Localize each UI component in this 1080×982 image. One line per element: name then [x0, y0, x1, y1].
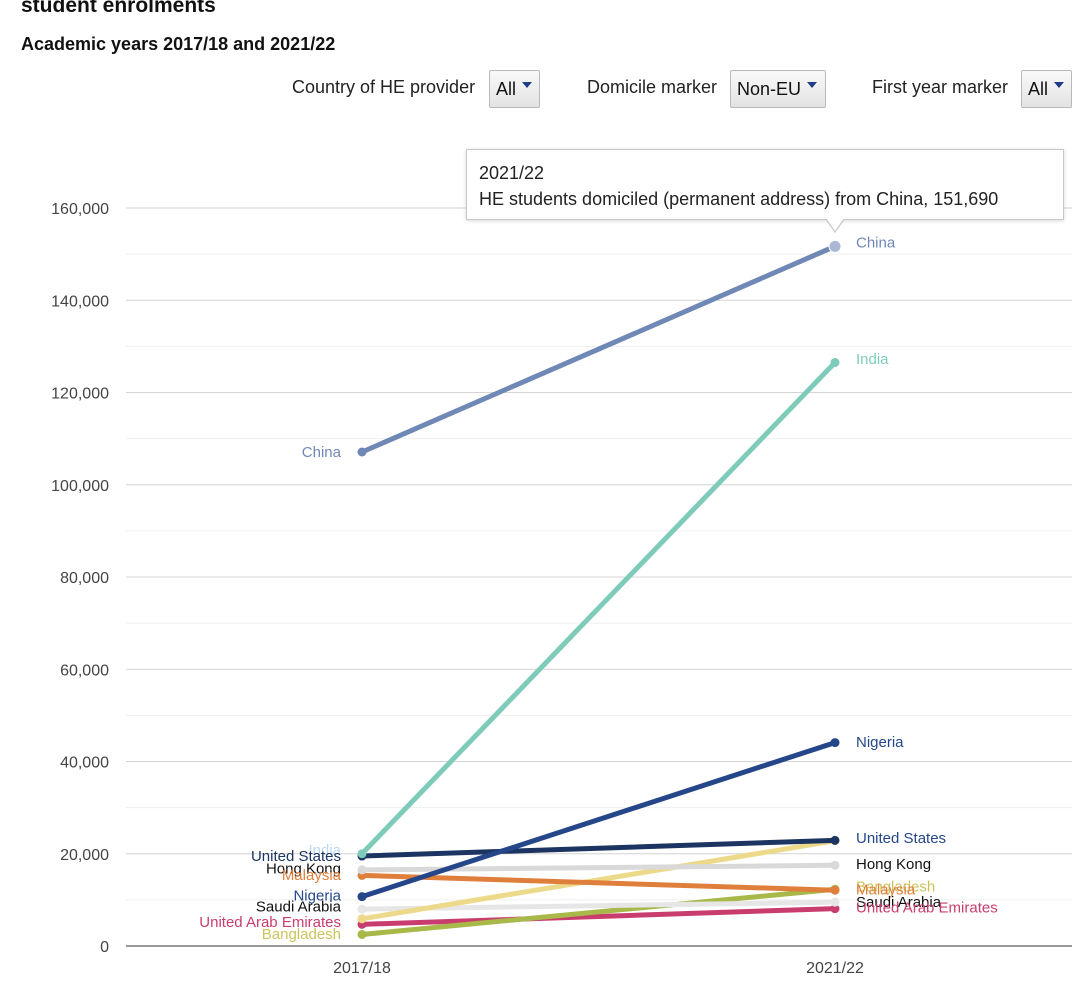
series-end-label: India: [308, 842, 341, 859]
x-tick-label: 2017/18: [333, 960, 391, 977]
y-tick-label: 100,000: [51, 478, 109, 495]
series-line-hong-kong: [359, 862, 838, 873]
series-end-label: China: [856, 235, 896, 252]
series-line-nigeria: [359, 740, 838, 900]
series-end-label: United Arab Emirates: [199, 914, 341, 931]
chevron-down-icon: [807, 82, 818, 88]
series-end-label: Nigeria: [293, 888, 341, 905]
data-point-united-states: [830, 835, 840, 845]
series-line-india: [359, 360, 838, 857]
provider-dropdown-value: All: [496, 78, 517, 99]
series-end-label: Nigeria: [856, 734, 904, 751]
first-year-dropdown[interactable]: All: [1021, 70, 1072, 108]
series-end-label: India: [856, 351, 889, 368]
data-point-hong-kong: [357, 865, 367, 875]
y-tick-label: 20,000: [60, 847, 109, 864]
data-point-india: [830, 358, 840, 368]
tooltip-text: HE students domiciled (permanent address…: [479, 189, 999, 209]
data-point-saudi-arabia: [830, 897, 840, 907]
chart-title: student enrolments: [21, 0, 216, 17]
y-tick-label: 160,000: [51, 201, 109, 218]
data-point-india: [357, 849, 367, 859]
y-tick-label: 40,000: [60, 755, 109, 772]
tooltip-pointer-inner: [826, 218, 844, 231]
y-tick-label: 80,000: [60, 570, 109, 587]
series-end-label: United Arab Emirates: [856, 900, 998, 917]
series-line-china: [359, 243, 838, 455]
y-tick-label: 60,000: [60, 662, 109, 679]
data-point-hong-kong: [830, 860, 840, 870]
chevron-down-icon: [522, 82, 533, 88]
series-line-pakistan: [359, 838, 838, 922]
y-tick-label: 120,000: [51, 386, 109, 403]
series-line-malaysia: [359, 872, 838, 893]
series-end-label: Bangladesh: [856, 878, 935, 895]
provider-dropdown[interactable]: All: [489, 70, 540, 108]
tooltip-year: 2021/22: [479, 163, 545, 183]
domicile-dropdown[interactable]: Non-EU: [730, 70, 826, 108]
series-end-label: China: [302, 444, 342, 461]
series-line-bangladesh: [359, 886, 838, 937]
series-end-label: Saudi Arabia: [856, 894, 942, 911]
first-year-dropdown-value: All: [1028, 78, 1049, 99]
data-point-united-arab-emirates: [830, 904, 840, 914]
series-end-label: Bangladesh: [262, 926, 341, 943]
data-point-pakistan: [357, 914, 367, 924]
data-point-malaysia: [830, 885, 840, 895]
chevron-down-icon: [1054, 82, 1065, 88]
series-line-united-arab-emirates: [359, 906, 838, 927]
tooltip: 2021/22 HE students domiciled (permanent…: [466, 149, 1064, 220]
series-line-united-states: [359, 837, 838, 859]
series-end-label: United States: [856, 830, 946, 847]
filter-label-provider: Country of HE provider: [292, 77, 476, 97]
series-end-label: Hong Kong: [266, 861, 341, 878]
series-end-label: Malaysia: [856, 881, 916, 898]
data-point-nigeria: [357, 892, 367, 902]
y-tick-label: 0: [100, 939, 109, 956]
series-end-label: Saudi Arabia: [256, 898, 342, 915]
highlighted-point: [828, 239, 842, 253]
filter-label-domicile: Domicile marker: [587, 77, 718, 97]
data-point-nigeria: [830, 738, 840, 748]
y-tick-label: 140,000: [51, 293, 109, 310]
series-end-label: United States: [251, 848, 341, 865]
data-point-bangladesh: [357, 929, 367, 939]
x-tick-label: 2021/22: [806, 960, 864, 977]
data-point-saudi-arabia: [357, 904, 367, 914]
domicile-dropdown-value: Non-EU: [737, 78, 802, 99]
chart-subtitle: Academic years 2017/18 and 2021/22: [21, 34, 336, 54]
filter-label-first-year: First year marker: [872, 77, 1009, 97]
data-point-china: [357, 447, 367, 457]
series-end-label: Malaysia: [282, 867, 342, 884]
series-end-label: Hong Kong: [856, 856, 931, 873]
